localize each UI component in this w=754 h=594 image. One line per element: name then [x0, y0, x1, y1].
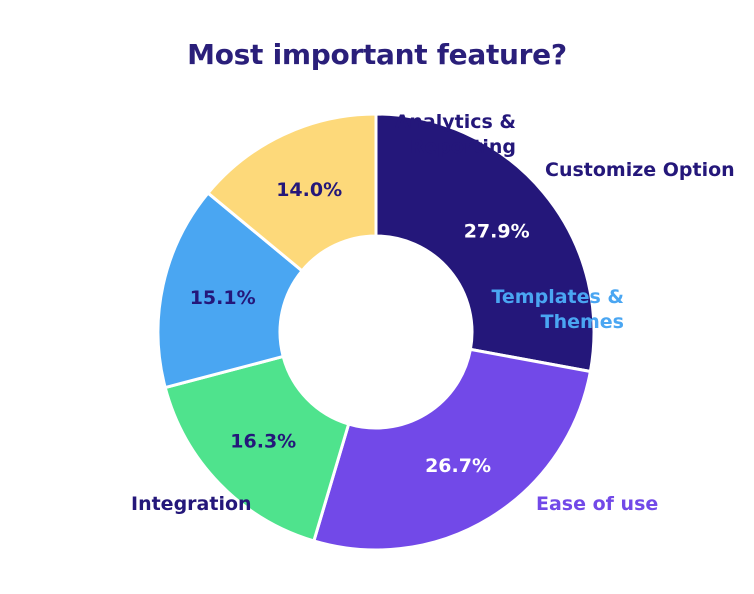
category-label-line: Templates & — [491, 286, 624, 308]
slice-ease-of-use — [312, 347, 593, 552]
slice-analytics-and-reporting — [205, 112, 378, 273]
category-label-analytics-and-reporting: Analytics & Reporting — [395, 110, 516, 160]
value-label-templates-and-themes: 15.1% — [190, 287, 256, 309]
value-label-analytics-and-reporting: 14.0% — [276, 179, 342, 201]
category-label-line: Reporting — [409, 136, 516, 158]
category-label-line: Integration — [131, 493, 252, 515]
category-label-line: Themes — [540, 311, 624, 333]
chart-title: Most important feature? — [187, 38, 567, 71]
slice-customize-option — [374, 112, 596, 374]
category-label-templates-and-themes: Templates & Themes — [491, 285, 624, 335]
category-label-integration: Integration — [131, 492, 252, 517]
category-label-line: Analytics & — [394, 111, 516, 133]
value-label-integration: 16.3% — [230, 430, 296, 452]
category-label-ease-of-use: Ease of use — [536, 492, 658, 517]
slice-integration — [163, 354, 351, 543]
value-label-ease-of-use: 26.7% — [425, 455, 491, 477]
value-label-customize-option: 27.9% — [464, 221, 530, 243]
category-label-line: Customize Option — [545, 159, 735, 181]
category-label-line: Ease of use — [536, 493, 659, 515]
category-label-customize-option: Customize Option — [545, 158, 735, 183]
